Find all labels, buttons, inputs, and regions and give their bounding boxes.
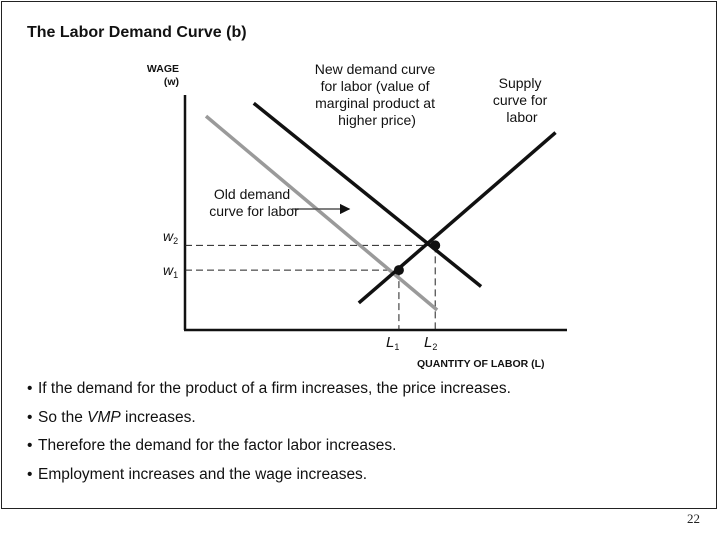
page-number: 22 — [687, 511, 700, 526]
bullet-item-4: • Employment increases and the wage incre… — [27, 465, 368, 483]
bullet-item-1: • If the demand for the product of a firm… — [27, 380, 511, 397]
y-axis-label-line1: WAGE — [147, 63, 179, 75]
bullet-item-2: • So the VMP increases. — [27, 408, 196, 426]
x-axis-label: QUANTITY OF LABOR (L) — [417, 358, 545, 370]
y-axis-label-line2: (w) — [164, 76, 179, 88]
tick-label-w2: w2 — [163, 228, 178, 246]
new-demand-curve — [252, 101, 483, 288]
tick-label-L1: L1 — [386, 334, 399, 352]
equilibrium-point-2 — [430, 240, 441, 251]
tick-label-L2: L2 — [424, 334, 437, 352]
old-demand-curve — [204, 114, 439, 312]
bullet-list: • If the demand for the product of a firm… — [27, 375, 511, 489]
tick-label-w1: w1 — [163, 262, 178, 280]
bullet-item-3: • Therefore the demand for the factor lab… — [27, 437, 397, 454]
old-demand-annotation: Old demand curve for labor — [209, 186, 299, 219]
figure-title: The Labor Demand Curve (b) — [27, 24, 247, 41]
equilibrium-point-1 — [393, 265, 404, 276]
slide-frame — [1, 1, 717, 509]
new-demand-annotation: New demand curve for labor (value of mar… — [315, 61, 440, 128]
supply-annotation: Supply curve for labor — [493, 75, 551, 125]
supply-curve — [357, 131, 557, 305]
